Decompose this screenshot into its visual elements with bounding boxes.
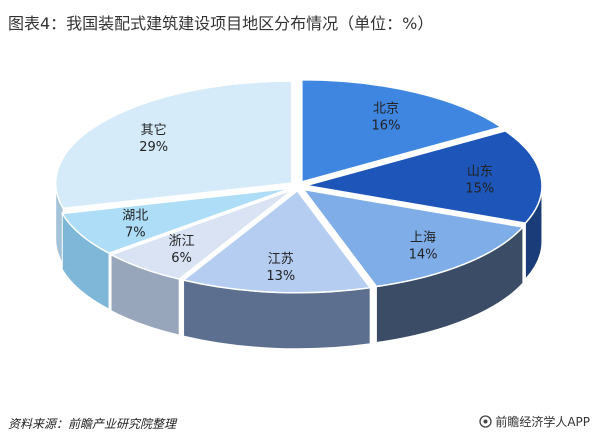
slice-value-hubei: 7% — [125, 225, 146, 240]
pie-slice-hubei — [61, 187, 292, 255]
slice-label-hubei: 湖北 — [122, 208, 148, 223]
pie-slice-zhejiang — [109, 188, 294, 280]
pie-slice-shanghai — [301, 188, 525, 288]
pie-slices — [54, 79, 543, 294]
slice-label-jiangsu: 江苏 — [268, 251, 294, 267]
slice-value-zhejiang: 6% — [171, 251, 192, 266]
brand-text: 前瞻经济学人APP — [495, 415, 590, 429]
source-note: 资料来源：前瞻产业研究院整理 — [8, 417, 177, 431]
pie-labels: 北京 16% 山东 15% 上海 14% 江苏 13% 浙江 6% 湖北 7% 其它 29% — [122, 102, 494, 284]
slice-label-shandong: 山东 — [467, 164, 493, 179]
pie-slice-beijing — [301, 79, 503, 183]
chart-title: 图表4：我国装配式建筑建设项目地区分布情况（单位：%） — [8, 14, 434, 33]
brand-logo-icon — [479, 415, 492, 428]
pie-slice-other — [54, 80, 293, 210]
slice-value-shanghai: 14% — [409, 248, 438, 263]
slice-value-beijing: 16% — [372, 119, 401, 134]
slice-label-other: 其它 — [141, 122, 167, 138]
pie-slice-jiangsu — [181, 189, 372, 294]
pie-slice-shandong — [305, 130, 543, 224]
brand-credit: 前瞻经济学人APP — [479, 413, 590, 430]
slice-label-zhejiang: 浙江 — [169, 234, 195, 249]
slice-value-other: 29% — [139, 140, 168, 155]
slice-label-shanghai: 上海 — [410, 231, 436, 246]
slice-value-jiangsu: 13% — [266, 269, 295, 284]
slice-value-shandong: 15% — [465, 181, 494, 196]
slice-label-beijing: 北京 — [373, 102, 399, 117]
